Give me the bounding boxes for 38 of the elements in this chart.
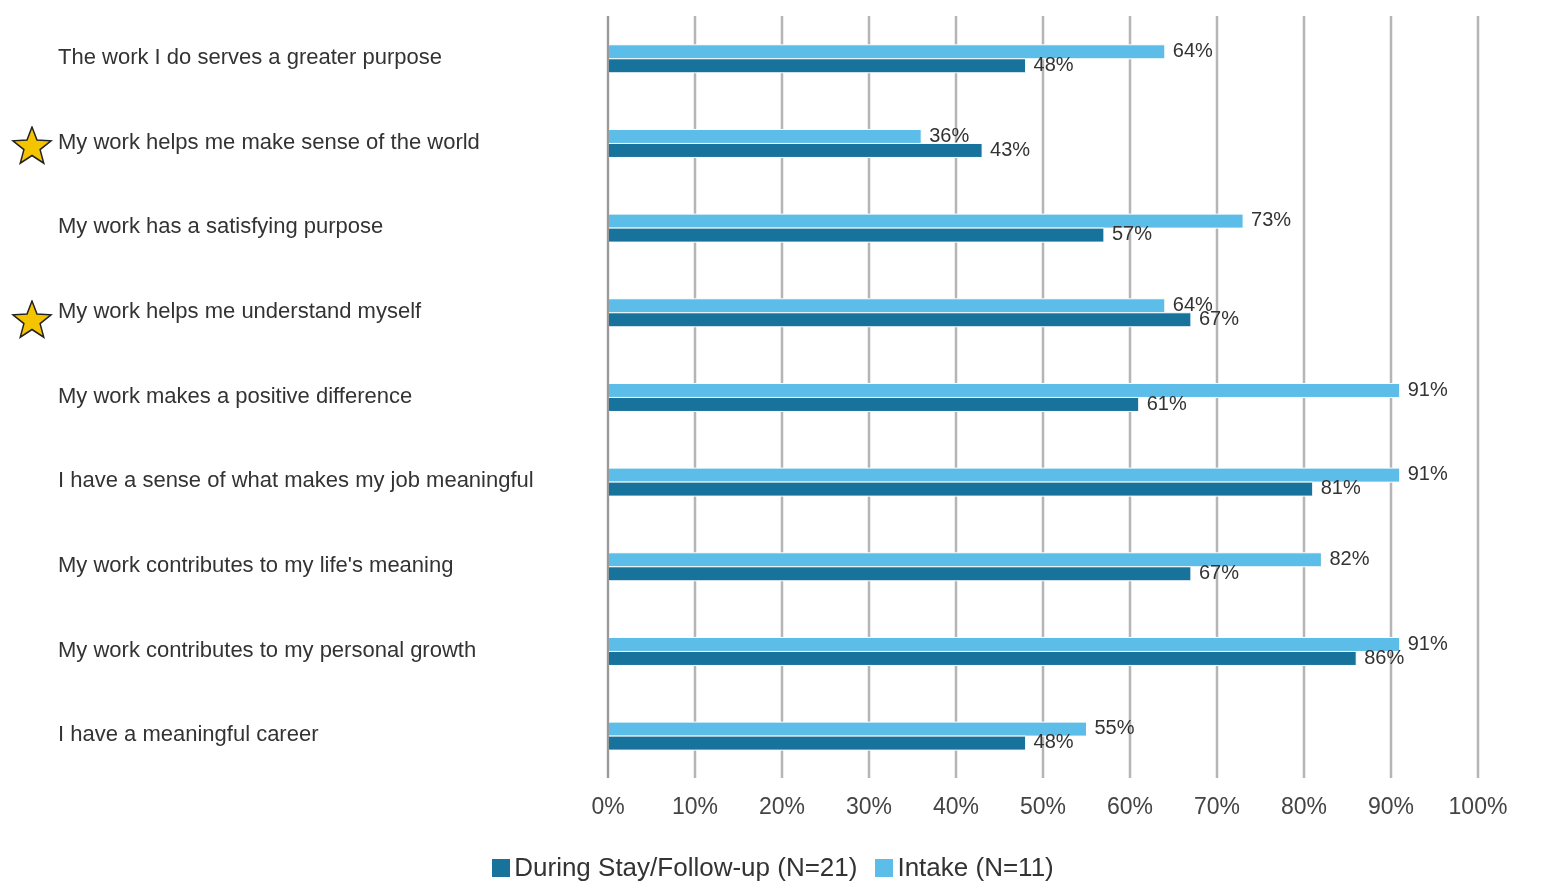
- y-tick-label: I have a sense of what makes my job meaningful: [58, 467, 534, 493]
- data-label: 91%: [1407, 631, 1448, 654]
- y-tick-label: I have a meaningful career: [58, 721, 319, 747]
- y-tick-label: My work contributes to my personal growth: [58, 636, 477, 662]
- y-tick-label: My work helps me make sense of the world: [58, 128, 480, 154]
- data-label: 81%: [1320, 476, 1361, 499]
- y-tick-label: My work makes a positive difference: [58, 382, 413, 408]
- y-tick-label: My work contributes to my life's meaning: [58, 552, 454, 578]
- x-tick-label: 80%: [1280, 793, 1328, 820]
- data-label: 73%: [1251, 208, 1292, 231]
- data-label: 91%: [1407, 377, 1448, 400]
- x-tick-label: 60%: [1106, 793, 1154, 820]
- x-tick-label: 100%: [1448, 793, 1508, 820]
- data-label: 55%: [1094, 716, 1135, 739]
- data-label: 43%: [990, 137, 1031, 160]
- data-label: 48%: [1033, 730, 1074, 753]
- data-label: 48%: [1033, 53, 1074, 76]
- data-label: 86%: [1364, 645, 1405, 668]
- x-tick-label: 10%: [671, 793, 719, 820]
- data-label: 91%: [1407, 462, 1448, 485]
- x-tick-label: 90%: [1367, 793, 1415, 820]
- x-tick-label: 20%: [758, 793, 806, 820]
- x-tick-label: 70%: [1193, 793, 1241, 820]
- data-label: 57%: [1111, 222, 1153, 245]
- y-tick-label: The work I do serves a greater purpose: [58, 44, 442, 70]
- data-label: 64%: [1172, 39, 1214, 62]
- data-label: 67%: [1198, 561, 1240, 584]
- data-label: 36%: [929, 123, 970, 146]
- x-tick-label: 50%: [1019, 793, 1067, 820]
- data-label: 82%: [1329, 547, 1370, 570]
- x-tick-label: 0%: [591, 793, 625, 820]
- legend-label: During Stay/Follow-up (N=21): [513, 852, 858, 883]
- y-tick-label: My work has a satisfying purpose: [58, 213, 384, 239]
- x-tick-label: 30%: [845, 793, 893, 820]
- data-label: 61%: [1146, 391, 1187, 414]
- legend-label: Intake (N=11): [896, 852, 1054, 883]
- y-tick-label: My work helps me understand myself: [58, 298, 423, 324]
- x-tick-label: 40%: [932, 793, 980, 820]
